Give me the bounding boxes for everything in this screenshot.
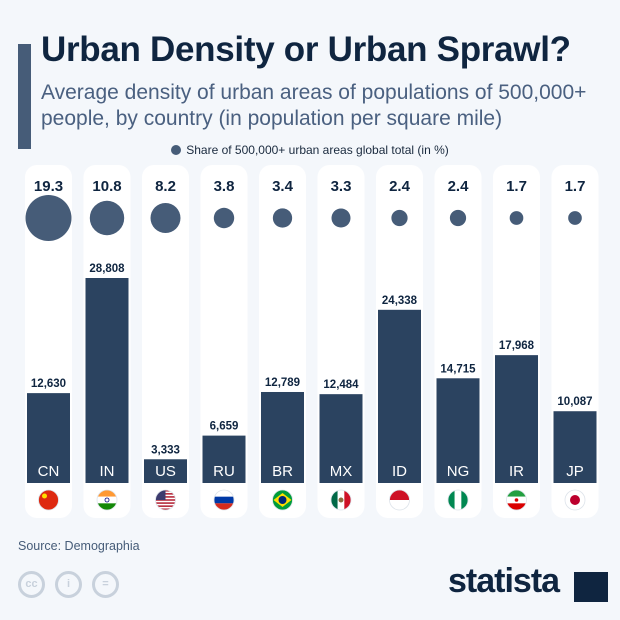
- share-bubble: [449, 209, 467, 227]
- density-bar: [261, 391, 304, 483]
- share-label: 2.4: [389, 178, 411, 195]
- attribution-icon[interactable]: i: [55, 571, 82, 598]
- share-label: 1.7: [565, 178, 586, 195]
- density-bar: [495, 355, 538, 483]
- share-label: 2.4: [448, 178, 470, 195]
- column-MX: 3.3 12,484 MX: [317, 165, 365, 518]
- chart-subtitle: Average density of urban areas of popula…: [41, 81, 587, 130]
- column-JP: 1.7 10,087 JP: [551, 165, 599, 518]
- country-label: MX: [330, 463, 353, 480]
- share-label: 10.8: [92, 178, 121, 195]
- country-label: NG: [447, 463, 470, 480]
- density-label: 12,789: [265, 377, 300, 389]
- density-bar: [436, 378, 480, 483]
- country-label: US: [155, 463, 176, 480]
- iran-flag-icon: [506, 489, 527, 511]
- share-bubble: [568, 211, 582, 225]
- usa-flag-icon: [155, 489, 176, 511]
- density-label: 10,087: [557, 396, 592, 408]
- chart-title: Urban Density or Urban Sprawl?: [41, 30, 571, 69]
- density-bar: [85, 278, 129, 483]
- share-label: 19.3: [34, 178, 63, 195]
- china-flag-icon: [38, 489, 59, 511]
- density-bar: [553, 411, 597, 483]
- no-derivatives-icon[interactable]: =: [92, 571, 119, 598]
- column-CN: 19.3 12,630 CN: [25, 165, 72, 518]
- column-background: [200, 165, 248, 518]
- mexico-flag-icon: [330, 489, 352, 511]
- density-label: 17,968: [499, 340, 535, 352]
- density-label: 24,338: [382, 295, 418, 307]
- country-label: IN: [100, 463, 115, 480]
- density-label: 28,808: [89, 263, 125, 275]
- column-US: 8.2 3,333 US: [142, 165, 189, 518]
- density-bar: [378, 309, 421, 483]
- density-label: 12,630: [31, 378, 66, 390]
- density-bar: [319, 394, 363, 483]
- country-label: ID: [392, 463, 407, 480]
- indonesia-flag-icon: [389, 489, 410, 511]
- column-RU: 3.8 6,659 RU: [200, 165, 248, 518]
- statista-logo-mark-icon: [574, 572, 608, 602]
- density-label: 12,484: [323, 379, 359, 391]
- title-accent-bar: [18, 44, 31, 149]
- japan-flag-icon: [564, 489, 586, 511]
- density-label: 6,659: [210, 421, 239, 433]
- column-ID: 2.4 24,338 ID: [376, 165, 423, 518]
- nigeria-flag-icon: [447, 489, 469, 511]
- brazil-flag-icon: [272, 489, 293, 511]
- share-bubble: [150, 203, 181, 233]
- statista-logo[interactable]: statista: [448, 562, 560, 600]
- share-bubble: [25, 195, 72, 241]
- share-label: 3.3: [331, 178, 352, 195]
- russia-flag-icon: [213, 489, 235, 511]
- share-label: 8.2: [155, 178, 176, 195]
- country-label: CN: [38, 463, 60, 480]
- legend-dot-icon: [171, 145, 182, 155]
- legend-label: Share of 500,000+ urban areas global tot…: [186, 143, 449, 157]
- column-IR: 1.7 17,968 IR: [493, 165, 540, 518]
- share-bubble: [89, 200, 125, 236]
- share-bubble: [509, 211, 524, 225]
- density-bar: [144, 459, 187, 483]
- country-label: JP: [566, 463, 584, 480]
- share-bubble: [331, 208, 351, 228]
- density-label: 3,333: [151, 444, 180, 456]
- share-label: 3.4: [272, 178, 294, 195]
- cc-icon[interactable]: cc: [18, 571, 45, 598]
- column-IN: 10.8 28,808 IN: [83, 165, 131, 518]
- column-background: [142, 165, 189, 518]
- density-bar: [27, 393, 70, 483]
- column-NG: 2.4 14,715 NG: [434, 165, 482, 518]
- country-label: IR: [509, 463, 524, 480]
- source: Source: Demographia: [18, 539, 140, 553]
- column-BR: 3.4 12,789 BR: [259, 165, 306, 518]
- legend: Share of 500,000+ urban areas global tot…: [0, 143, 620, 157]
- country-label: BR: [272, 463, 293, 480]
- density-bar: [202, 435, 246, 483]
- share-label: 3.8: [214, 178, 235, 195]
- country-label: RU: [213, 463, 235, 480]
- density-label: 14,715: [440, 363, 476, 375]
- share-bubble: [272, 208, 293, 228]
- share-label: 1.7: [506, 178, 527, 195]
- india-flag-icon: [96, 489, 118, 511]
- share-bubble: [213, 207, 235, 229]
- share-bubble: [391, 209, 408, 227]
